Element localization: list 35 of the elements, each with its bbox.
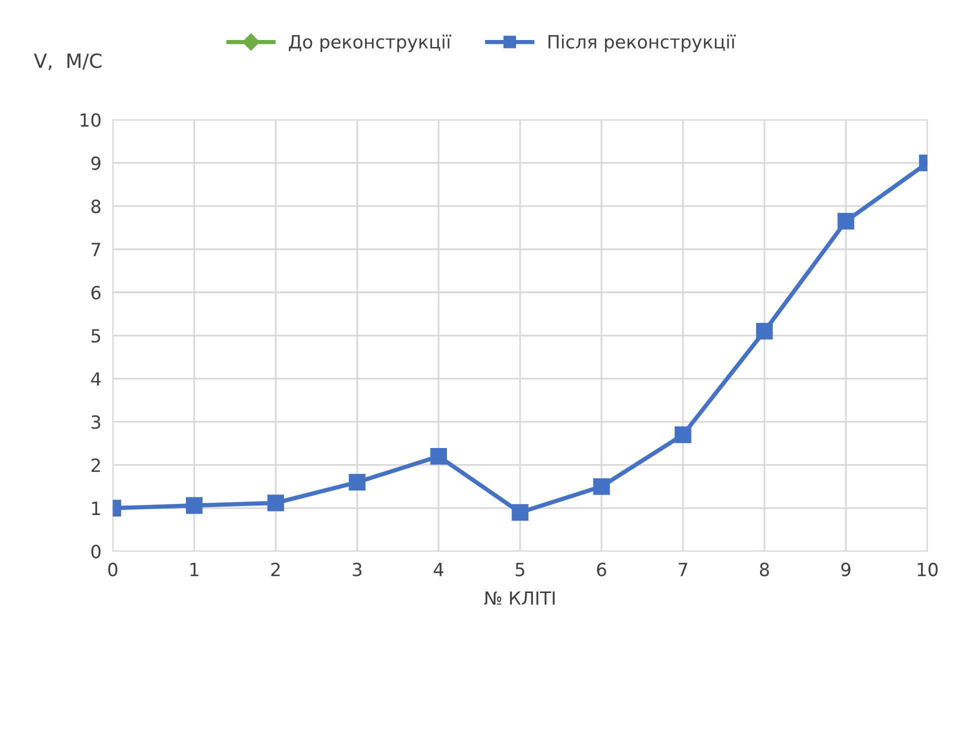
point (593, 478, 610, 495)
x-tick-label: 4 (434, 562, 444, 576)
y-tick-label: 3 (92, 415, 100, 429)
point (756, 322, 773, 340)
y-tick-label: 5 (92, 329, 100, 343)
x-tick-label: 3 (352, 562, 362, 576)
point (186, 497, 203, 514)
y-tick-label: 6 (91, 286, 101, 300)
point (430, 448, 447, 465)
x-tick-label: 1 (190, 562, 198, 576)
x-tick-label: 10 (918, 562, 938, 576)
legend-label: Після реконструкції (548, 34, 736, 52)
x-axis-title: № КЛІТІ (484, 592, 555, 605)
x-tick-label: 5 (516, 562, 524, 576)
y-tick-label: 0 (91, 544, 100, 558)
x-tick-label: 2 (271, 562, 280, 576)
y-axis-title: V, М/С (34, 53, 102, 70)
point (674, 426, 692, 444)
point (267, 494, 284, 512)
y-tick-label: 4 (91, 372, 101, 386)
x-tick-label: 9 (841, 562, 850, 576)
y-tick-label: 8 (91, 200, 100, 214)
point (512, 504, 528, 521)
y-tick-label: 2 (92, 458, 100, 472)
y-tick-label: 10 (80, 113, 100, 127)
legend-label: До реконструкції (288, 34, 452, 52)
x-tick-label: 0 (108, 562, 118, 576)
x-tick-label: 7 (678, 562, 688, 576)
y-tick-label: 1 (92, 502, 100, 515)
x-tick-label: 8 (760, 562, 769, 576)
y-tick-label: 9 (91, 156, 100, 170)
x-tick-label: 6 (597, 562, 606, 576)
y-tick-label: 7 (92, 242, 100, 256)
point (838, 212, 854, 230)
point (348, 474, 366, 491)
